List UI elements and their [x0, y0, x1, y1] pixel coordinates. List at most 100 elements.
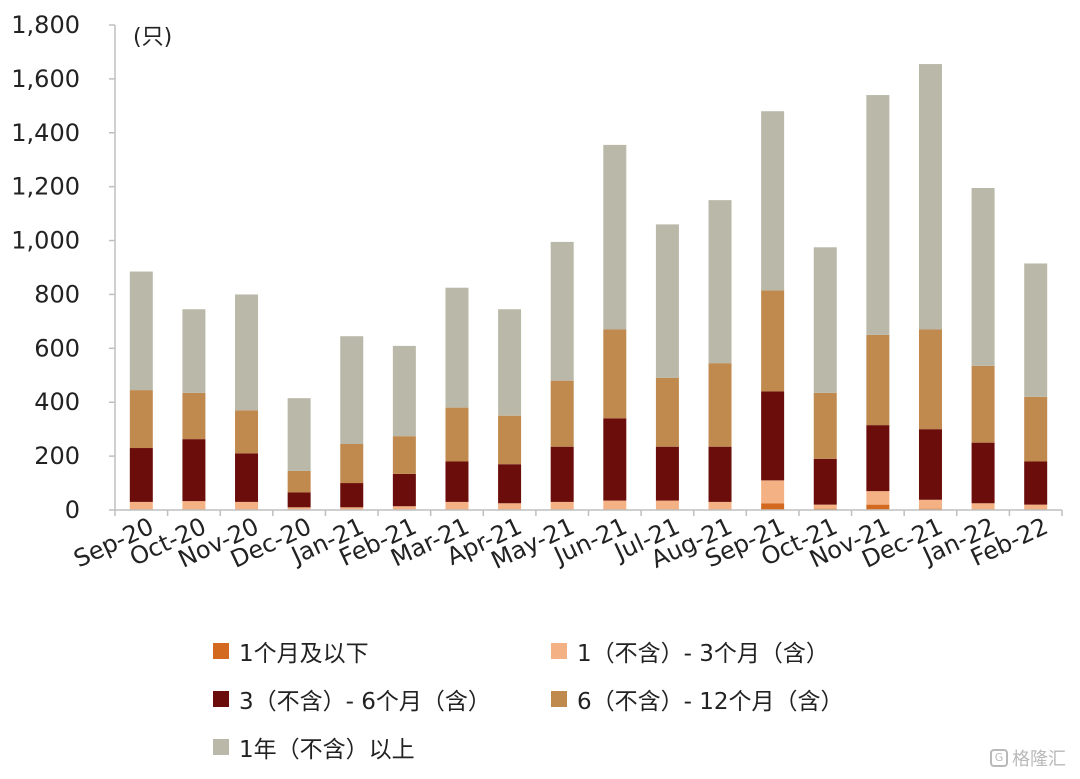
bar-segment-4: [287, 470, 311, 493]
bar-segment-3: [1024, 461, 1048, 505]
y-tick-label: 1,800: [11, 11, 80, 39]
bar-segment-4: [445, 407, 469, 462]
bar-segment-5: [708, 200, 732, 364]
bar-segment-3: [235, 453, 259, 502]
bar-segment-2: [971, 503, 995, 510]
bar-segment-1: [761, 503, 785, 510]
bar-segment-4: [603, 329, 627, 419]
legend-item-2: 1（不含）- 3个月（含）: [551, 634, 829, 668]
bar-segment-2: [235, 501, 259, 510]
bar-segment-3: [392, 473, 416, 507]
bar-segment-2: [761, 480, 785, 504]
watermark-text: 格隆汇: [1012, 749, 1066, 770]
bar-segment-3: [287, 492, 311, 508]
legend: 1个月及以下 1（不含）- 3个月（含） 3（不含）- 6个月（含） 6（不含）…: [213, 628, 913, 768]
bar-segment-4: [498, 415, 522, 465]
bar-segment-5: [129, 271, 153, 391]
bar-segment-4: [918, 329, 942, 430]
legend-item-5: 1年（不含）以上: [213, 730, 415, 764]
bar-segment-3: [340, 483, 364, 508]
bar-segment-5: [235, 294, 259, 411]
y-tick-label: 1,000: [11, 227, 80, 255]
y-tick-label: 600: [34, 334, 80, 362]
bar-segment-2: [1024, 504, 1048, 510]
bars: [129, 64, 1048, 510]
bar-segment-2: [708, 501, 732, 510]
bar-segment-4: [655, 377, 679, 447]
bar-segment-1: [866, 504, 890, 510]
bar-segment-3: [918, 429, 942, 500]
legend-label-2: 1（不含）- 3个月（含）: [577, 641, 829, 667]
bar-segment-4: [340, 443, 364, 484]
bar-segment-3: [182, 439, 206, 502]
bar-segment-4: [708, 363, 732, 447]
legend-label-4: 6（不含）- 12个月（含）: [577, 689, 844, 715]
y-tick-label: 800: [34, 280, 80, 308]
bar-segment-4: [813, 392, 837, 459]
bar-segment-4: [971, 365, 995, 443]
legend-swatch-3: [213, 691, 229, 707]
bar-segment-5: [761, 111, 785, 291]
y-tick-label: 200: [34, 442, 80, 470]
bar-segment-5: [813, 247, 837, 393]
y-axis: 0 200 400 600 800 1,000 1,200 1,400 1,600 1,800: [11, 11, 116, 524]
bar-segment-5: [918, 64, 942, 330]
bar-segment-4: [182, 392, 206, 440]
bar-segment-2: [918, 499, 942, 509]
bar-segment-2: [182, 501, 206, 510]
bar-segment-5: [971, 188, 995, 366]
y-unit-label: (只): [133, 25, 172, 50]
legend-label-3: 3（不含）- 6个月（含）: [239, 689, 491, 715]
legend-swatch-1: [213, 643, 229, 659]
bar-segment-3: [603, 418, 627, 501]
x-axis: Sep-20Oct-20Nov-20Dec-20Jan-21Feb-21Mar-…: [69, 509, 1063, 575]
bar-segment-3: [129, 448, 153, 502]
y-tick-label: 1,400: [11, 119, 80, 147]
bar-segment-2: [655, 500, 679, 510]
legend-label-1: 1个月及以下: [239, 641, 369, 667]
bar-segment-3: [761, 391, 785, 481]
legend-item-1: 1个月及以下: [213, 634, 369, 668]
bar-segment-2: [498, 503, 522, 510]
y-tick-label: 400: [34, 388, 80, 416]
bar-segment-2: [287, 507, 311, 510]
bar-segment-5: [287, 398, 311, 471]
bar-segment-4: [1024, 396, 1048, 462]
legend-swatch-2: [551, 643, 567, 659]
legend-swatch-4: [551, 691, 567, 707]
bar-segment-4: [129, 390, 153, 449]
stacked-bar-chart: 0 200 400 600 800 1,000 1,200 1,400 1,600 1,800 S…: [11, 11, 1063, 575]
y-tick-label: 0: [65, 496, 80, 524]
bar-segment-2: [392, 506, 416, 510]
bar-segment-4: [761, 290, 785, 392]
bar-segment-2: [340, 507, 364, 510]
bar-segment-5: [182, 309, 206, 393]
bar-segment-2: [866, 491, 890, 505]
watermark: G 格隆汇: [990, 745, 1066, 771]
bar-segment-5: [603, 144, 627, 330]
bar-segment-2: [129, 501, 153, 510]
legend-item-3: 3（不含）- 6个月（含）: [213, 682, 491, 716]
bar-segment-5: [498, 309, 522, 416]
bar-segment-5: [550, 241, 574, 381]
bar-segment-4: [392, 436, 416, 474]
legend-label-5: 1年（不含）以上: [239, 737, 415, 763]
bar-segment-5: [866, 95, 890, 335]
bar-segment-3: [866, 425, 890, 492]
bar-segment-2: [813, 504, 837, 509]
bar-segment-4: [550, 380, 574, 447]
watermark-logo-icon: G: [990, 749, 1008, 767]
bar-segment-5: [392, 345, 416, 437]
legend-item-4: 6（不含）- 12个月（含）: [551, 682, 844, 716]
bar-segment-4: [235, 410, 259, 454]
bar-segment-3: [550, 446, 574, 502]
bar-segment-3: [971, 442, 995, 504]
bar-segment-3: [708, 446, 732, 502]
bar-segment-2: [603, 500, 627, 510]
y-tick-label: 1,200: [11, 173, 80, 201]
y-tick-label: 1,600: [11, 65, 80, 93]
bar-segment-2: [550, 501, 574, 510]
bar-segment-2: [445, 501, 469, 510]
bar-segment-5: [340, 336, 364, 444]
bar-segment-3: [445, 461, 469, 502]
